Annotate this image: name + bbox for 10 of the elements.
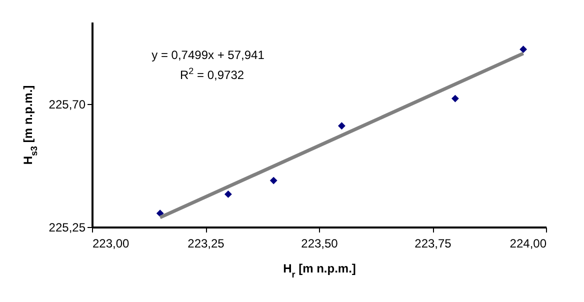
x-axis-title: H$_{r}$ [m n.p.m.] — [283, 262, 356, 280]
x-tick-label: 223,00 — [92, 236, 130, 250]
y-tick-label: 225,70 — [48, 98, 86, 112]
x-tick-label: 223,25 — [188, 236, 225, 250]
x-tick-label: 223,75 — [414, 236, 452, 250]
y-tick-label: 225,25 — [48, 220, 86, 234]
x-tick-label: 224,00 — [510, 236, 547, 250]
annotation: R$^{2}$ = 0,9732 — [180, 66, 244, 82]
annotation: y = 0,7499x + 57,941 — [152, 48, 265, 62]
x-tick-label: 223,50 — [301, 236, 338, 250]
